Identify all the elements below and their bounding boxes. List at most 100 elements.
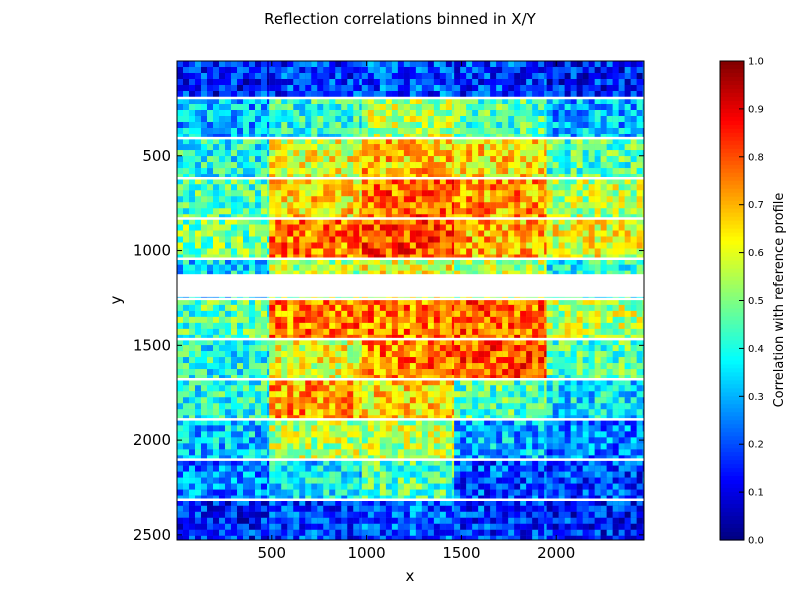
heatmap-cell bbox=[335, 310, 342, 317]
heatmap-cell bbox=[538, 363, 545, 370]
heatmap-cell bbox=[231, 415, 237, 420]
heatmap-cell bbox=[642, 144, 644, 151]
heatmap-cell bbox=[195, 270, 201, 277]
heatmap-cell bbox=[624, 174, 631, 179]
heatmap-cell bbox=[445, 304, 452, 311]
heatmap-cell bbox=[403, 178, 410, 185]
heatmap-cell bbox=[427, 385, 434, 392]
heatmap-cell bbox=[213, 184, 219, 191]
heatmap-cell bbox=[335, 208, 342, 215]
heatmap-cell bbox=[427, 236, 434, 243]
heatmap-cell bbox=[588, 369, 595, 376]
heatmap-cell bbox=[570, 98, 577, 104]
heatmap-cell bbox=[237, 73, 243, 79]
heatmap-cell bbox=[341, 67, 348, 73]
heatmap-cell bbox=[305, 196, 312, 203]
heatmap-cell bbox=[624, 357, 631, 364]
heatmap-cell bbox=[367, 351, 374, 358]
heatmap-cell bbox=[445, 369, 452, 376]
heatmap-cell bbox=[219, 391, 225, 398]
heatmap-cell bbox=[502, 174, 509, 179]
heatmap-cell bbox=[367, 242, 374, 249]
heatmap-cell bbox=[269, 351, 276, 358]
heatmap-cell bbox=[335, 98, 342, 104]
heatmap-cell bbox=[373, 98, 380, 104]
heatmap-cell bbox=[490, 334, 497, 340]
heatmap-cell bbox=[361, 298, 368, 305]
heatmap-cell bbox=[231, 174, 237, 179]
heatmap-cell bbox=[269, 334, 276, 340]
heatmap-cell bbox=[630, 304, 637, 311]
heatmap-cell bbox=[484, 363, 491, 370]
heatmap-cell bbox=[606, 178, 613, 185]
heatmap-cell bbox=[642, 218, 644, 225]
heatmap-cell bbox=[588, 91, 595, 97]
heatmap-cell bbox=[287, 248, 294, 255]
heatmap-cell bbox=[385, 138, 392, 145]
heatmap-cell bbox=[415, 363, 422, 370]
heatmap-cell bbox=[225, 322, 231, 329]
heatmap-cell bbox=[219, 98, 225, 104]
heatmap-cell bbox=[433, 357, 440, 364]
heatmap-cell bbox=[367, 328, 374, 335]
heatmap-cell bbox=[177, 79, 183, 85]
heatmap-cell bbox=[526, 258, 533, 265]
heatmap-cell bbox=[472, 91, 479, 97]
heatmap-cell bbox=[451, 230, 455, 237]
heatmap-cell bbox=[231, 162, 237, 169]
heatmap-cell bbox=[454, 397, 461, 404]
heatmap-cell bbox=[460, 79, 467, 85]
heatmap-cell bbox=[287, 144, 294, 151]
heatmap-cell bbox=[367, 254, 374, 259]
heatmap-cell bbox=[546, 162, 553, 169]
heatmap-cell bbox=[311, 150, 318, 157]
heatmap-cell bbox=[281, 415, 288, 420]
heatmap-cell bbox=[183, 73, 189, 79]
heatmap-cell bbox=[275, 258, 282, 265]
heatmap-cell bbox=[490, 91, 497, 97]
heatmap-cell bbox=[433, 363, 440, 370]
heatmap-cell bbox=[385, 184, 392, 191]
heatmap-cell bbox=[636, 91, 643, 97]
heatmap-cell bbox=[594, 248, 601, 255]
heatmap-cell bbox=[508, 134, 515, 139]
heatmap-cell bbox=[305, 218, 312, 225]
heatmap-cell bbox=[526, 363, 533, 370]
heatmap-cell bbox=[317, 144, 324, 151]
heatmap-cell bbox=[564, 162, 571, 169]
heatmap-cell bbox=[564, 304, 571, 311]
heatmap-cell bbox=[305, 270, 312, 277]
heatmap-cell bbox=[237, 98, 243, 104]
heatmap-cell bbox=[520, 208, 527, 215]
heatmap-cell bbox=[427, 310, 434, 317]
heatmap-cell bbox=[201, 409, 207, 416]
heatmap-cell bbox=[397, 363, 404, 370]
heatmap-cell bbox=[261, 214, 267, 219]
heatmap-cell bbox=[225, 174, 231, 179]
heatmap-cell bbox=[189, 316, 195, 323]
heatmap-cell bbox=[502, 202, 509, 209]
heatmap-cell bbox=[427, 334, 434, 340]
heatmap-cell bbox=[231, 345, 237, 352]
heatmap-cell bbox=[403, 270, 410, 277]
heatmap-cell bbox=[359, 242, 362, 249]
heatmap-cell bbox=[361, 208, 368, 215]
heatmap-cell bbox=[484, 85, 491, 91]
heatmap-cell bbox=[373, 403, 380, 410]
heatmap-cell bbox=[231, 128, 237, 134]
heatmap-cell bbox=[624, 208, 631, 215]
heatmap-cell bbox=[454, 79, 461, 85]
heatmap-cell bbox=[564, 61, 571, 67]
heatmap-cell bbox=[225, 150, 231, 157]
heatmap-cell bbox=[570, 91, 577, 97]
heatmap-cell bbox=[353, 138, 360, 145]
heatmap-cell bbox=[570, 156, 577, 163]
heatmap-cell bbox=[538, 128, 545, 134]
heatmap-cell bbox=[397, 270, 404, 277]
heatmap-cell bbox=[582, 150, 589, 157]
heatmap-cell bbox=[293, 385, 300, 392]
heatmap-cell bbox=[353, 375, 360, 380]
heatmap-cell bbox=[353, 385, 360, 392]
heatmap-cell bbox=[415, 322, 422, 329]
